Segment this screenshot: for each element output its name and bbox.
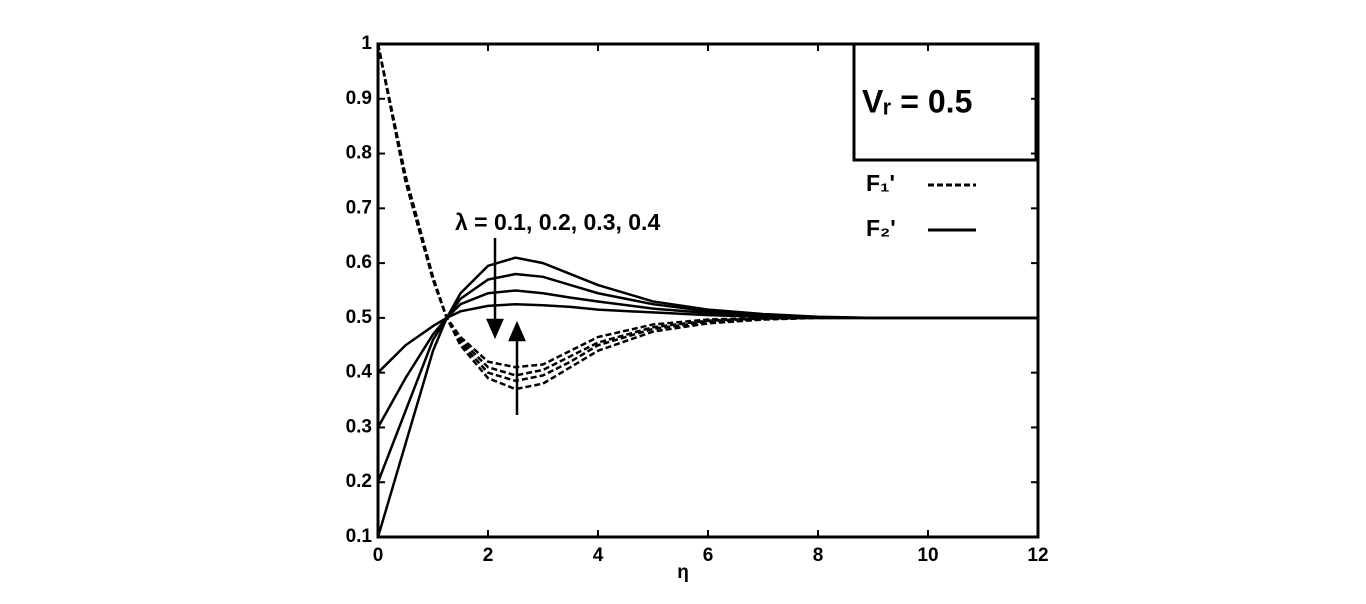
y-tick-label: 0.6	[346, 252, 372, 273]
curve	[376, 256, 1038, 538]
arrows	[486, 238, 526, 415]
legend-label: F₂'	[866, 215, 896, 241]
parameter-box	[852, 42, 1038, 162]
y-tick-label: 0.7	[346, 197, 372, 218]
x-tick-label: 2	[483, 545, 494, 566]
x-axis-label: η	[677, 562, 689, 583]
y-tick-label: 0.4	[346, 362, 373, 383]
curve	[377, 302, 1038, 374]
curve	[376, 272, 1038, 483]
parameter-label: Vᵣ = 0.5	[862, 83, 972, 119]
y-tick-label: 1	[361, 33, 372, 54]
y-tick-label: 0.9	[346, 88, 372, 109]
x-tick-label: 6	[703, 545, 714, 566]
arrow-head	[486, 318, 504, 340]
y-tick-label: 0.5	[346, 307, 373, 328]
y-tick-label: 0.2	[346, 471, 372, 492]
x-tick-label: 4	[593, 545, 604, 566]
x-tick-label: 10	[917, 545, 938, 566]
y-tick-label: 0.8	[346, 143, 372, 164]
legend-label: F₁'	[866, 170, 895, 196]
x-tick-label: 12	[1027, 545, 1048, 566]
arrow-head	[508, 320, 526, 342]
y-tick-label: 0.1	[346, 526, 373, 547]
annotation: λ = 0.1, 0.2, 0.3, 0.4	[455, 209, 660, 235]
x-tick-label: 8	[813, 545, 824, 566]
y-tick-label: 0.3	[346, 416, 372, 437]
x-tick-label: 0	[373, 545, 384, 566]
